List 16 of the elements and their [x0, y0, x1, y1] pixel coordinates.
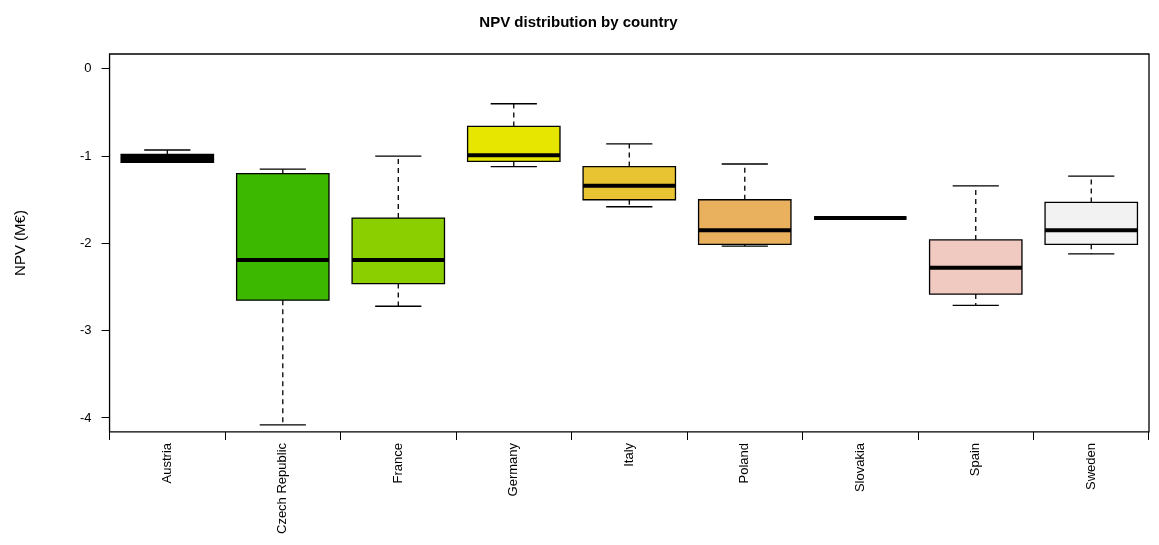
x-tick-label: France [389, 442, 405, 484]
x-tick-label: Austria [158, 442, 174, 484]
x-tick-label: Czech Republic [274, 442, 290, 534]
x-tick-label: Italy [620, 442, 636, 467]
y-axis-title: NPV (M€) [11, 210, 29, 276]
x-tick-label: Germany [505, 442, 521, 497]
y-tick-label: -2 [80, 234, 92, 250]
y-tick-label: -3 [80, 322, 92, 338]
x-tick-label: Slovakia [851, 442, 867, 493]
x-tick-label: Sweden [1082, 442, 1098, 490]
y-tick-label: 0 [84, 60, 92, 76]
x-tick-label: Poland [736, 442, 752, 484]
y-tick-label: -1 [80, 147, 92, 163]
chart-title: NPV distribution by country [479, 13, 679, 31]
x-tick-label: Spain [967, 442, 983, 477]
y-tick-label: -4 [80, 409, 92, 425]
